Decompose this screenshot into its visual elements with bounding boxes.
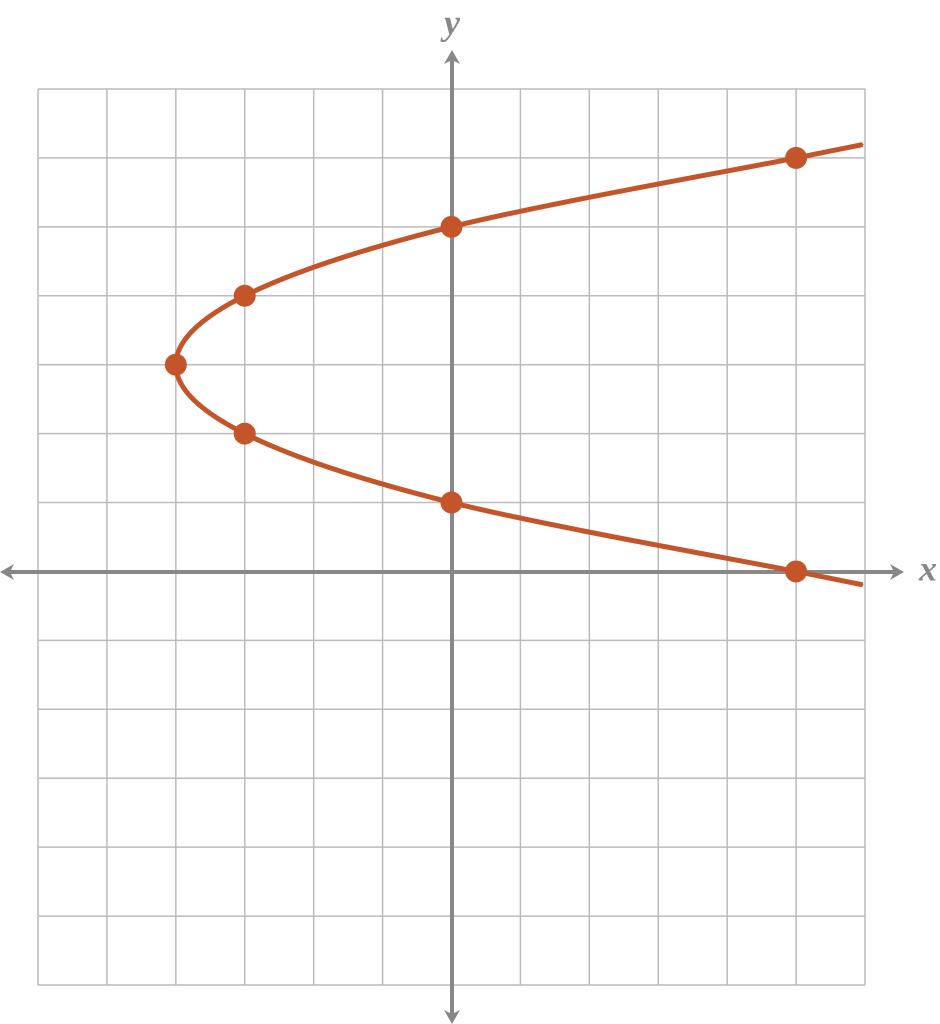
y-axis-arrow xyxy=(444,1010,460,1024)
plot xyxy=(164,142,864,588)
point xyxy=(440,491,463,514)
point xyxy=(233,284,256,307)
x-axis-label: x xyxy=(918,548,937,588)
point xyxy=(164,353,187,376)
y-axis-label: y xyxy=(440,2,461,42)
point xyxy=(233,422,256,445)
x-axis-arrow xyxy=(0,564,14,580)
curve-extension xyxy=(795,142,864,161)
y-axis-arrow xyxy=(444,50,460,64)
curve-extension xyxy=(795,569,864,588)
point xyxy=(785,146,808,169)
point xyxy=(440,215,463,238)
x-axis-arrow xyxy=(890,564,904,580)
point xyxy=(785,560,808,583)
